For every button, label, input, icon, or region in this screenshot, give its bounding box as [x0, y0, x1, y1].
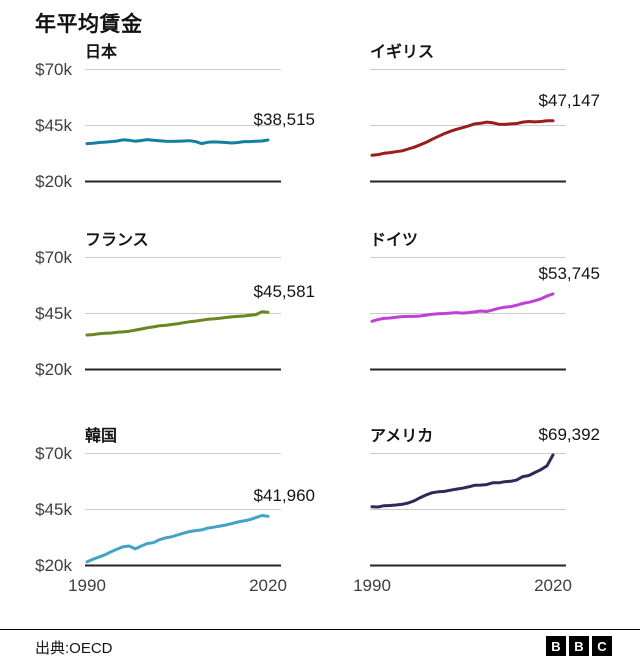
chart-plot: $53,745	[370, 256, 600, 371]
y-axis-tick-label: $20k	[35, 556, 72, 575]
value-label: $47,147	[538, 90, 600, 110]
chart-plot: $69,392 1990 2020	[353, 425, 600, 595]
chart-plot: $45,581 $70k $45k $20k	[35, 248, 315, 379]
line-chart-svg	[370, 69, 566, 183]
line-chart-svg	[370, 453, 566, 567]
chart-plot: $47,147	[370, 68, 600, 183]
y-axis-tick-label: $20k	[35, 360, 72, 379]
x-axis-tick-label: 1990	[353, 576, 391, 595]
y-axis-tick-label: $70k	[35, 248, 72, 267]
line-chart-svg	[85, 69, 281, 183]
y-axis-tick-label: $70k	[35, 444, 72, 463]
line-chart-svg	[85, 257, 281, 371]
chart-cell-uk: イギリス $47,147	[370, 44, 600, 183]
value-label: $53,745	[538, 263, 600, 283]
value-label: $45,581	[253, 282, 315, 302]
chart-plot: $41,960 $70k $45k $20k 1990 2020	[35, 444, 315, 595]
chart-cell-france: フランス $45,581 $70k $45k $20k	[35, 232, 315, 379]
x-axis-tick-label: 2020	[534, 576, 572, 595]
chart-cell-usa: アメリカ $69,392 1990 2020	[353, 425, 600, 595]
chart-title: 韓国	[85, 428, 118, 445]
x-axis-tick-label: 1990	[68, 576, 106, 595]
bbc-logo-letter: B	[569, 636, 589, 656]
chart-title: イギリス	[370, 44, 435, 61]
chart-title: ドイツ	[370, 232, 419, 249]
bbc-logo-letter: B	[546, 636, 566, 656]
value-label: $41,960	[253, 486, 315, 506]
page-title: 年平均賃金	[35, 13, 143, 36]
chart-title: 日本	[85, 44, 118, 61]
bbc-logo-letter: C	[592, 636, 612, 656]
chart-cell-korea: 韓国 $41,960 $70k $45k $20k 1990 2020	[35, 428, 315, 595]
y-axis-tick-label: $20k	[35, 172, 72, 191]
footer-divider	[0, 629, 640, 630]
y-axis-tick-label: $45k	[35, 304, 72, 323]
chart-plot: $38,515 $70k $45k $20k	[35, 60, 315, 191]
chart-title: アメリカ	[370, 428, 434, 445]
x-axis-tick-label: 2020	[249, 576, 287, 595]
y-axis-tick-label: $45k	[35, 116, 72, 135]
y-axis-tick-label: $70k	[35, 60, 72, 79]
chart-title: フランス	[85, 232, 149, 249]
chart-cell-germany: ドイツ $53,745	[370, 232, 600, 371]
source-label: 出典:OECD	[35, 640, 113, 657]
line-chart-svg	[370, 257, 566, 371]
value-label: $69,392	[538, 424, 600, 444]
y-axis-tick-label: $45k	[35, 500, 72, 519]
value-label: $38,515	[253, 110, 315, 130]
line-chart-svg	[85, 453, 281, 567]
bbc-logo: B B C	[546, 636, 612, 656]
chart-cell-japan: 日本 $38,515 $70k $45k $20k	[35, 44, 315, 191]
